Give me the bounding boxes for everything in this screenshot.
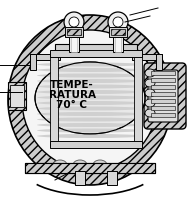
Ellipse shape <box>37 68 143 72</box>
Ellipse shape <box>37 79 143 83</box>
Ellipse shape <box>53 160 67 170</box>
Bar <box>67 29 81 35</box>
Ellipse shape <box>145 89 155 97</box>
Bar <box>50 53 58 145</box>
Bar <box>71 14 77 52</box>
Ellipse shape <box>93 160 107 170</box>
Bar <box>151 99 175 103</box>
Bar <box>65 27 83 37</box>
Bar <box>55 44 137 52</box>
Ellipse shape <box>37 112 143 116</box>
Ellipse shape <box>8 15 172 185</box>
Bar <box>50 50 142 57</box>
Bar <box>151 85 175 89</box>
Ellipse shape <box>22 30 158 170</box>
Text: 70° C: 70° C <box>56 100 88 110</box>
Bar <box>107 171 117 185</box>
Bar <box>151 92 175 96</box>
Ellipse shape <box>37 101 143 105</box>
Ellipse shape <box>37 73 143 77</box>
Ellipse shape <box>37 90 143 94</box>
Circle shape <box>108 12 128 32</box>
Ellipse shape <box>37 62 143 66</box>
Circle shape <box>113 17 123 27</box>
Bar <box>151 113 175 117</box>
Ellipse shape <box>145 109 155 117</box>
Bar <box>30 54 60 60</box>
Circle shape <box>64 12 84 32</box>
Circle shape <box>69 17 79 27</box>
FancyBboxPatch shape <box>148 70 178 122</box>
Ellipse shape <box>37 96 143 99</box>
Bar <box>132 54 162 60</box>
Bar <box>30 54 36 70</box>
Bar <box>69 14 79 52</box>
Bar <box>25 163 155 173</box>
Bar <box>8 82 26 110</box>
Ellipse shape <box>145 69 155 77</box>
Bar <box>50 141 142 148</box>
Ellipse shape <box>37 134 143 138</box>
Bar <box>115 14 121 52</box>
Bar <box>25 163 155 173</box>
Ellipse shape <box>37 84 143 88</box>
Bar <box>113 14 123 52</box>
Ellipse shape <box>145 99 155 107</box>
Text: TEMPE-: TEMPE- <box>50 80 94 90</box>
Ellipse shape <box>73 160 87 170</box>
Ellipse shape <box>37 129 143 132</box>
Ellipse shape <box>35 62 145 134</box>
Bar <box>151 78 175 82</box>
Bar <box>156 54 162 70</box>
Bar <box>10 85 24 107</box>
Ellipse shape <box>37 117 143 121</box>
Bar <box>75 171 85 185</box>
Text: RATURA: RATURA <box>48 90 96 100</box>
Ellipse shape <box>145 79 155 87</box>
Bar <box>109 27 127 37</box>
Ellipse shape <box>37 123 143 127</box>
Bar <box>151 106 175 110</box>
Bar <box>111 29 125 35</box>
Bar <box>151 71 175 75</box>
Ellipse shape <box>37 106 143 110</box>
Bar <box>134 53 142 145</box>
FancyBboxPatch shape <box>144 63 186 129</box>
